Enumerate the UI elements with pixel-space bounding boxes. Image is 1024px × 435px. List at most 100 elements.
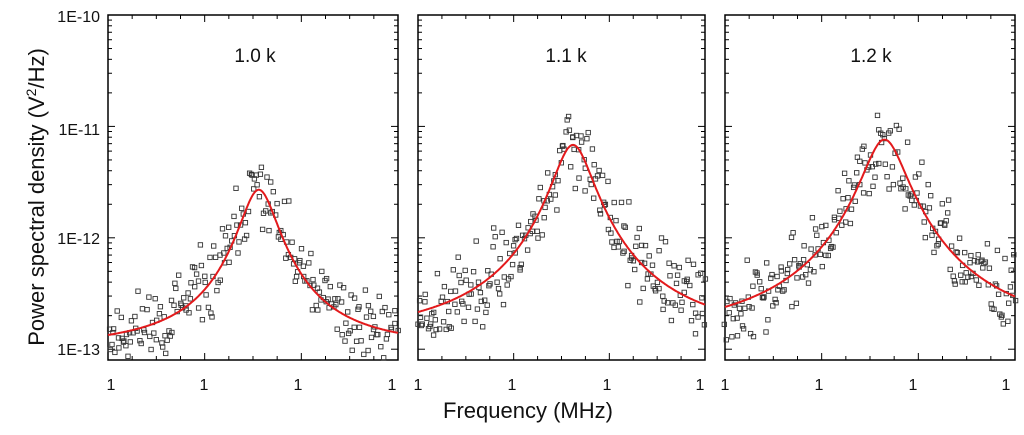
x-tick-label: 1 [603,377,612,394]
data-point [327,283,333,290]
data-point [197,242,204,248]
data-point [433,326,439,333]
data-point [637,299,643,305]
data-point [870,183,876,189]
data-point [998,314,1004,320]
data-point [1000,321,1006,327]
data-point [812,226,819,232]
data-point [726,310,732,316]
data-point [243,232,250,239]
data-point [345,309,351,315]
data-point [347,328,353,334]
data-point [152,296,158,302]
data-point [729,334,735,340]
data-point [881,135,888,142]
panel-label: 1.0 k [234,46,276,67]
data-point [483,309,489,316]
data-point [835,188,841,194]
data-point [503,239,509,246]
data-point [448,325,454,331]
data-point [198,262,205,269]
data-point [860,190,867,196]
data-point [342,338,348,344]
data-point [1008,267,1014,273]
data-point [256,194,263,200]
data-point [566,127,573,133]
data-point [984,241,991,247]
data-point [138,340,144,347]
fit-curve [417,143,706,313]
data-point [386,312,392,318]
y-tick-label: 1E-11 [58,122,100,139]
data-point [797,261,803,267]
data-point [654,279,661,286]
data-point [959,279,965,285]
data-point [242,220,249,226]
data-point [492,234,498,240]
data-point [356,304,362,310]
data-point [788,234,795,241]
data-point [982,259,989,265]
data-point [833,230,839,236]
data-point [750,283,756,289]
data-point [487,281,493,287]
data-point [611,244,617,251]
data-point [688,318,695,324]
data-point [188,280,194,286]
data-point [441,283,448,290]
data-point [192,284,198,290]
data-point [281,198,288,205]
data-point [141,329,148,336]
data-point [292,278,298,284]
data-point [929,232,935,238]
y-tick-label: 1E-12 [57,231,100,248]
data-point [828,243,835,250]
data-point [952,281,958,287]
data-point [981,260,987,267]
data-point [886,186,892,192]
data-point [163,350,169,357]
data-point [203,292,209,298]
data-point [358,338,364,344]
data-point [171,302,177,308]
data-point [1011,252,1017,258]
y-tick-label: 1E-13 [57,342,100,359]
data-point [744,257,750,263]
data-point [162,333,168,339]
data-point [784,270,790,277]
data-point [491,225,497,231]
data-point [430,332,437,338]
data-point [297,257,303,264]
data-point [954,250,961,256]
data-point [508,273,514,280]
data-point [734,333,741,339]
data-point [769,271,775,278]
data-point [376,293,382,300]
data-point [293,273,300,280]
data-point [876,160,882,167]
data-point [701,322,708,328]
data-point [1002,255,1008,262]
data-point [995,291,1002,297]
data-point [274,200,280,207]
data-point [485,268,491,274]
data-point [473,238,479,244]
data-point [896,126,902,132]
data-point [666,260,672,266]
data-point [482,297,488,303]
data-point [137,338,143,344]
data-point [846,178,852,184]
data-point [370,313,377,320]
data-point [724,298,730,305]
data-point [109,341,115,348]
data-point [746,304,752,310]
data-point [672,302,678,308]
data-point [308,250,314,257]
data-point [195,305,202,311]
data-point [658,235,665,241]
data-point [233,185,239,191]
data-point [591,162,597,168]
data-point [727,295,733,302]
data-point [668,317,675,324]
data-point [248,171,255,178]
